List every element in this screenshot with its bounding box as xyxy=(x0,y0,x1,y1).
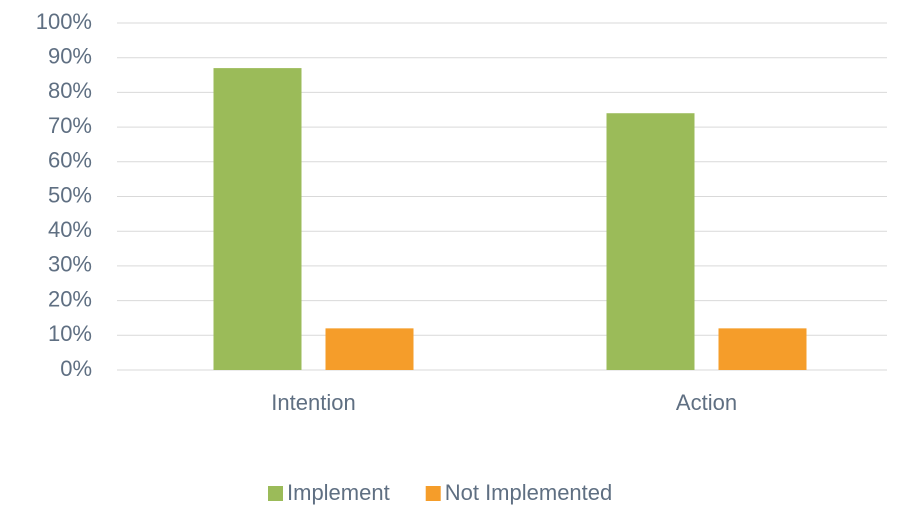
y-tick-label: 80% xyxy=(48,78,92,103)
x-tick-label: Action xyxy=(676,390,737,415)
x-tick-label: Intention xyxy=(271,390,355,415)
legend-label: Implement xyxy=(287,480,390,505)
y-tick-label: 70% xyxy=(48,113,92,138)
bar xyxy=(718,328,807,370)
legend-swatch xyxy=(268,486,283,501)
y-tick-label: 40% xyxy=(48,217,92,242)
y-tick-label: 30% xyxy=(48,252,92,277)
legend-swatch xyxy=(425,486,441,501)
y-tick-label: 10% xyxy=(48,321,92,346)
bar xyxy=(606,113,695,370)
y-tick-label: 20% xyxy=(48,286,92,311)
bar xyxy=(325,328,414,370)
bar xyxy=(213,68,302,371)
y-tick-label: 90% xyxy=(48,44,92,69)
y-tick-label: 50% xyxy=(48,182,92,207)
legend-label: Not Implemented xyxy=(445,480,613,505)
y-tick-label: 60% xyxy=(48,148,92,173)
y-tick-label: 0% xyxy=(60,356,92,381)
y-tick-label: 100% xyxy=(36,9,92,34)
